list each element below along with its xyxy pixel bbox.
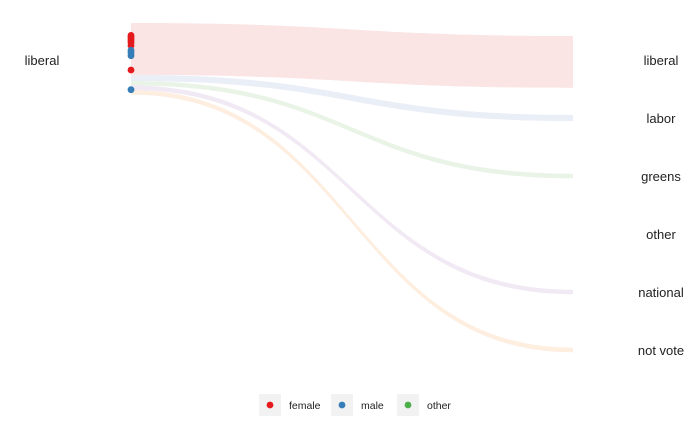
legend-label-other: other <box>427 400 451 412</box>
flow-liberal-to-greens <box>131 80 573 179</box>
target-node-label-greens: greens <box>641 169 681 184</box>
respondent-points <box>127 31 135 94</box>
legend-item-female: female <box>259 394 321 416</box>
legend-item-other: other <box>397 394 451 416</box>
legend-label-male: male <box>361 400 384 412</box>
target-node-label-liberal: liberal <box>644 53 679 68</box>
flow-liberal-to-not-vote <box>131 90 573 353</box>
legend-swatch-other <box>404 401 412 409</box>
node-labels: liberal liberal labor greens other national no… <box>25 53 684 358</box>
legend-label-female: female <box>289 400 321 412</box>
flow-bands <box>131 23 573 353</box>
point-male <box>127 86 135 94</box>
point-female <box>127 66 135 74</box>
source-node-label: liberal <box>25 53 60 68</box>
flow-liberal-to-liberal <box>131 23 573 88</box>
target-node-label-labor: labor <box>647 111 677 126</box>
flow-liberal-to-national <box>131 85 573 295</box>
target-node-label-other: other <box>646 227 676 242</box>
point-female <box>127 42 135 49</box>
target-node-label-not-vote: not vote <box>638 343 684 358</box>
legend-swatch-male <box>338 401 346 409</box>
target-node-label-national: national <box>638 285 684 300</box>
legend: female male other <box>259 394 451 416</box>
flow-liberal-to-labor <box>131 74 573 122</box>
legend-item-male: male <box>331 394 384 416</box>
point-male <box>127 52 135 60</box>
legend-swatch-female <box>266 401 274 409</box>
